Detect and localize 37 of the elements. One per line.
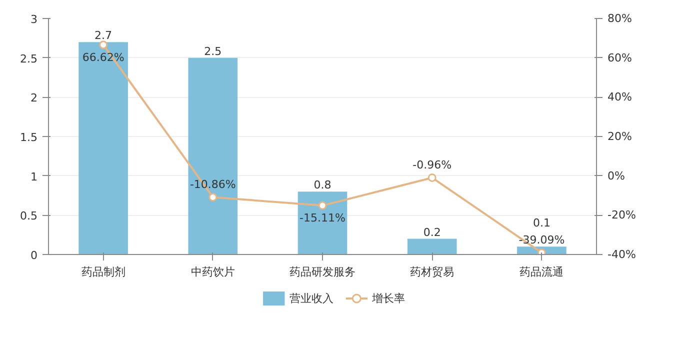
data-label: 2.5 — [204, 44, 222, 58]
x-tick-label: 药品制剂 — [81, 266, 126, 278]
y2-tick-label: 0% — [608, 169, 625, 182]
data-label: 0.1 — [532, 216, 550, 230]
legend-label: 营业收入 — [289, 292, 334, 305]
data-label: 0.8 — [314, 178, 332, 192]
x-tick-label: 药品流通 — [520, 266, 564, 278]
y-tick-label: 0.5 — [20, 210, 38, 223]
bar — [78, 42, 128, 254]
y2-tick-label: -20% — [608, 208, 636, 222]
y-tick-label: 1.5 — [20, 131, 38, 144]
point — [208, 192, 218, 202]
point — [537, 248, 546, 254]
y2-tick-label: 80% — [608, 12, 632, 25]
bar — [298, 192, 348, 254]
x-tick-label: 药材贸易 — [410, 266, 454, 278]
point — [318, 201, 327, 210]
point — [428, 173, 436, 182]
bar — [188, 58, 238, 254]
y2-tick-label: 40% — [608, 90, 632, 104]
y-tick-label: 2 — [30, 92, 38, 105]
x-tick-label: 中药饮片 — [190, 266, 235, 278]
y2-tick-label: 60% — [608, 51, 632, 64]
data-label: 2.7 — [94, 29, 112, 42]
data-label: 0.2 — [423, 226, 441, 239]
y-tick-label: 1 — [30, 170, 38, 184]
data-label: -0.96% — [412, 158, 452, 172]
point — [99, 40, 108, 50]
data-label: -15.11% — [300, 212, 346, 225]
y2-tick-label: 20% — [608, 130, 632, 143]
x-tick-label: 药品研发服务 — [290, 266, 356, 278]
y-tick-label: 2.5 — [20, 52, 38, 66]
y-tick-label: 0 — [30, 249, 38, 262]
y-tick-label: 3 — [30, 13, 38, 26]
legend-label: 增长率 — [370, 292, 405, 305]
y2-tick-label: -40% — [608, 248, 636, 261]
bar — [407, 238, 457, 254]
